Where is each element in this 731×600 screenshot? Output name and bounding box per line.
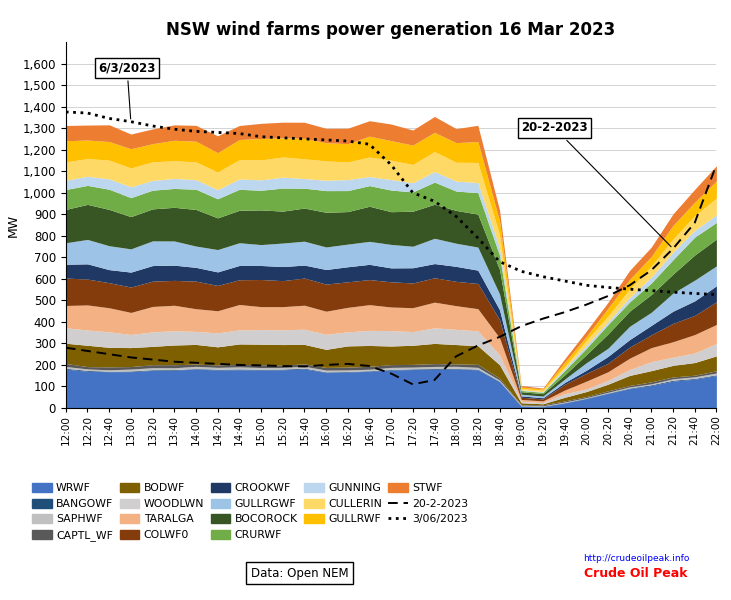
Text: Crude Oil Peak: Crude Oil Peak: [584, 567, 688, 580]
Title: NSW wind farms power generation 16 Mar 2023: NSW wind farms power generation 16 Mar 2…: [167, 21, 616, 39]
Text: 20-2-2023: 20-2-2023: [521, 121, 671, 247]
Text: http://crudeoilpeak.info: http://crudeoilpeak.info: [583, 554, 689, 563]
Y-axis label: MW: MW: [7, 214, 20, 236]
Legend: WRWF, BANGOWF, SAPHWF, CAPTL_WF, BODWF, WOODLWN, TARALGA, COLWF0, CROOKWF, GULLR: WRWF, BANGOWF, SAPHWF, CAPTL_WF, BODWF, …: [32, 483, 469, 541]
Text: 6/3/2023: 6/3/2023: [98, 61, 156, 119]
Text: Data: Open NEM: Data: Open NEM: [251, 566, 349, 580]
